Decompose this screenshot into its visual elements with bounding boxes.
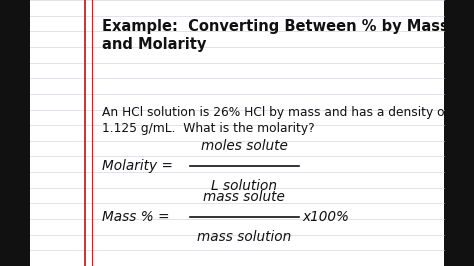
FancyBboxPatch shape [30,0,444,266]
Text: x100%: x100% [302,210,349,224]
Text: mass solution: mass solution [197,230,292,244]
Text: An HCl solution is 26% HCl by mass and has a density of
1.125 g/mL.  What is the: An HCl solution is 26% HCl by mass and h… [102,106,449,135]
Text: mass solute: mass solute [203,190,285,204]
Text: Mass % =: Mass % = [102,210,170,224]
Text: moles solute: moles solute [201,139,288,153]
Text: Example:  Converting Between % by Mass
and Molarity: Example: Converting Between % by Mass an… [102,19,449,52]
Text: L solution: L solution [211,179,277,193]
Text: Molarity =: Molarity = [102,159,173,173]
